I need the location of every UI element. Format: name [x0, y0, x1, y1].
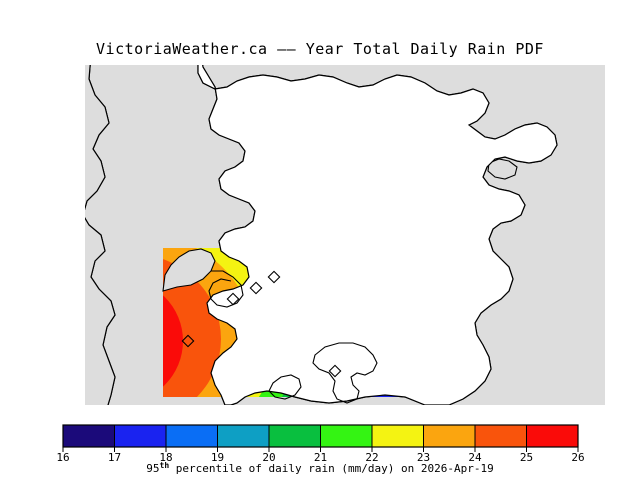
- colorbar-svg: 16 17 18 19 20 21 22 23 24 25 26 95th percentile o…: [56, 424, 585, 475]
- page-title: VictoriaWeather.ca —— Year Total Daily R…: [96, 40, 544, 58]
- station-marker[interactable]: [249, 281, 263, 295]
- colorbar-band[interactable]: [62, 424, 115, 448]
- coastline-west-overlay: [85, 65, 116, 405]
- colorbar-tick-label: 22: [365, 451, 378, 464]
- colorbar-band[interactable]: [217, 424, 270, 448]
- station-marker[interactable]: [328, 364, 342, 378]
- station-marker-group: [181, 270, 342, 378]
- station-marker[interactable]: [181, 334, 195, 348]
- colorbar-bands[interactable]: [62, 424, 579, 448]
- colorbar-tick-label: 25: [520, 451, 533, 464]
- colorbar-band[interactable]: [165, 424, 218, 448]
- coastline-bay-hook: [208, 270, 244, 308]
- colorbar-tick-label: 20: [262, 451, 275, 464]
- colorbar-band[interactable]: [474, 424, 527, 448]
- coastline-central-overlay: [197, 65, 558, 405]
- colorbar-band[interactable]: [423, 424, 476, 448]
- colorbar-tick-label: 16: [56, 451, 69, 464]
- colorbar-band[interactable]: [371, 424, 424, 448]
- map-svg: [85, 65, 605, 405]
- colorbar-tick-label: 23: [417, 451, 430, 464]
- coastline-island-ne: [487, 158, 518, 180]
- colorbar-tick-label: 21: [314, 451, 327, 464]
- map-panel: [85, 65, 605, 405]
- colorbar-tick-label: 24: [468, 451, 482, 464]
- colorbar-tick-label: 17: [108, 451, 121, 464]
- colorbar-area: 16 17 18 19 20 21 22 23 24 25 26 95th percentile o…: [0, 420, 640, 480]
- coastline-peninsula-west: [162, 248, 216, 292]
- colorbar-tick-label: 18: [159, 451, 172, 464]
- landmass-overlay-group: [85, 65, 558, 405]
- colorbar-tick-label: 26: [571, 451, 584, 464]
- coastline-island-in-minimum: [312, 342, 378, 404]
- colorbar-band[interactable]: [114, 424, 167, 448]
- station-marker[interactable]: [267, 270, 281, 284]
- colorbar-band[interactable]: [526, 424, 579, 448]
- station-marker[interactable]: [226, 292, 240, 306]
- colorbar-tick-label: 19: [211, 451, 224, 464]
- coastal-features-in-data: [162, 248, 378, 404]
- colorbar-tick-labels: 16 17 18 19 20 21 22 23 24 25 26: [56, 447, 585, 464]
- contour-band-25: [163, 295, 183, 387]
- colorbar-band[interactable]: [320, 424, 373, 448]
- colorbar-caption: 95th percentile of daily rain (mm/day) o…: [146, 461, 493, 475]
- coastline-islet-south: [268, 374, 302, 400]
- colorbar-band[interactable]: [268, 424, 321, 448]
